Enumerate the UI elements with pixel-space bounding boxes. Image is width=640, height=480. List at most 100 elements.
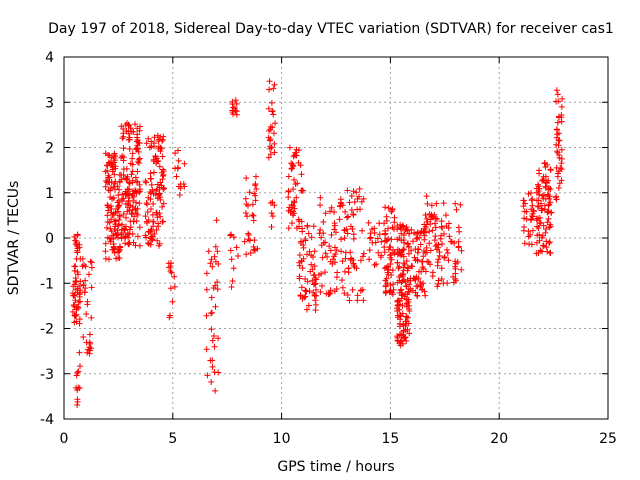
data-point	[296, 252, 303, 259]
data-point	[356, 185, 363, 192]
data-point	[110, 210, 117, 217]
data-point	[381, 244, 388, 251]
data-point	[424, 200, 431, 207]
data-point	[349, 225, 356, 232]
data-point	[74, 369, 81, 376]
data-point	[320, 218, 327, 225]
data-point	[360, 250, 367, 257]
data-point	[269, 213, 276, 220]
data-point	[104, 202, 111, 209]
y-tick-labels: -4 -3 -2 -1 0 1 2 3 4	[40, 50, 54, 428]
data-point	[338, 277, 345, 284]
data-point	[88, 314, 95, 321]
data-point	[147, 206, 154, 213]
data-point	[157, 213, 164, 220]
data-point	[535, 203, 542, 210]
data-point	[333, 247, 340, 254]
x-tick-label: 5	[168, 431, 177, 447]
data-point	[399, 340, 406, 347]
data-point	[300, 244, 307, 251]
data-point	[230, 265, 237, 272]
data-point	[331, 220, 338, 227]
data-point	[540, 191, 547, 198]
data-point	[535, 197, 542, 204]
data-point	[175, 147, 182, 154]
data-point	[234, 252, 241, 259]
data-point	[558, 103, 565, 110]
data-point	[246, 189, 253, 196]
data-point	[102, 177, 109, 184]
data-point	[208, 309, 215, 316]
data-point	[540, 195, 547, 202]
data-point	[349, 286, 356, 293]
data-point	[121, 234, 128, 241]
data-point	[325, 290, 332, 297]
data-point	[129, 155, 136, 162]
data-point	[338, 248, 345, 255]
data-point	[427, 216, 434, 223]
data-point	[398, 249, 405, 256]
data-point	[247, 249, 254, 256]
data-point	[308, 261, 315, 268]
x-tick-label: 0	[60, 431, 69, 447]
data-point	[299, 187, 306, 194]
data-point	[109, 212, 116, 219]
data-point	[400, 328, 407, 335]
data-point	[428, 202, 435, 209]
data-point	[69, 308, 76, 315]
data-point	[431, 237, 438, 244]
data-point	[132, 174, 139, 181]
data-point	[293, 194, 300, 201]
data-point	[389, 267, 396, 274]
data-point	[558, 155, 565, 162]
data-point	[344, 214, 351, 221]
data-point	[538, 248, 545, 255]
data-point	[302, 237, 309, 244]
data-point	[435, 256, 442, 263]
data-point	[381, 249, 388, 256]
data-point	[408, 247, 415, 254]
data-point	[110, 244, 117, 251]
data-point	[554, 91, 561, 98]
data-point	[72, 275, 79, 282]
data-point	[374, 235, 381, 242]
data-point	[144, 201, 151, 208]
data-point	[120, 210, 127, 217]
data-point	[371, 262, 378, 269]
data-point	[128, 171, 135, 178]
data-point	[271, 140, 278, 147]
data-point	[436, 252, 443, 259]
data-point	[401, 334, 408, 341]
data-point	[242, 210, 249, 217]
data-point	[344, 230, 351, 237]
data-point	[525, 228, 532, 235]
data-point	[397, 221, 404, 228]
data-point	[381, 238, 388, 245]
data-point	[396, 263, 403, 270]
x-axis-label: GPS time / hours	[277, 459, 394, 475]
data-point	[331, 208, 338, 215]
data-point	[422, 224, 429, 231]
data-point	[452, 200, 459, 207]
data-point	[438, 223, 445, 230]
data-point	[250, 246, 257, 253]
data-point	[112, 163, 119, 170]
data-point	[154, 237, 161, 244]
data-point	[130, 193, 137, 200]
data-point	[547, 250, 554, 257]
data-point	[553, 87, 560, 94]
data-point	[341, 268, 348, 275]
data-point	[437, 235, 444, 242]
data-point	[317, 226, 324, 233]
data-point	[209, 363, 216, 370]
data-point	[394, 279, 401, 286]
data-point	[153, 160, 160, 167]
data-point	[320, 230, 327, 237]
data-point	[88, 264, 95, 271]
data-point	[252, 173, 259, 180]
data-point	[212, 282, 219, 289]
data-point	[108, 161, 115, 168]
data-point	[409, 238, 416, 245]
data-point	[411, 254, 418, 261]
data-point	[304, 222, 311, 229]
